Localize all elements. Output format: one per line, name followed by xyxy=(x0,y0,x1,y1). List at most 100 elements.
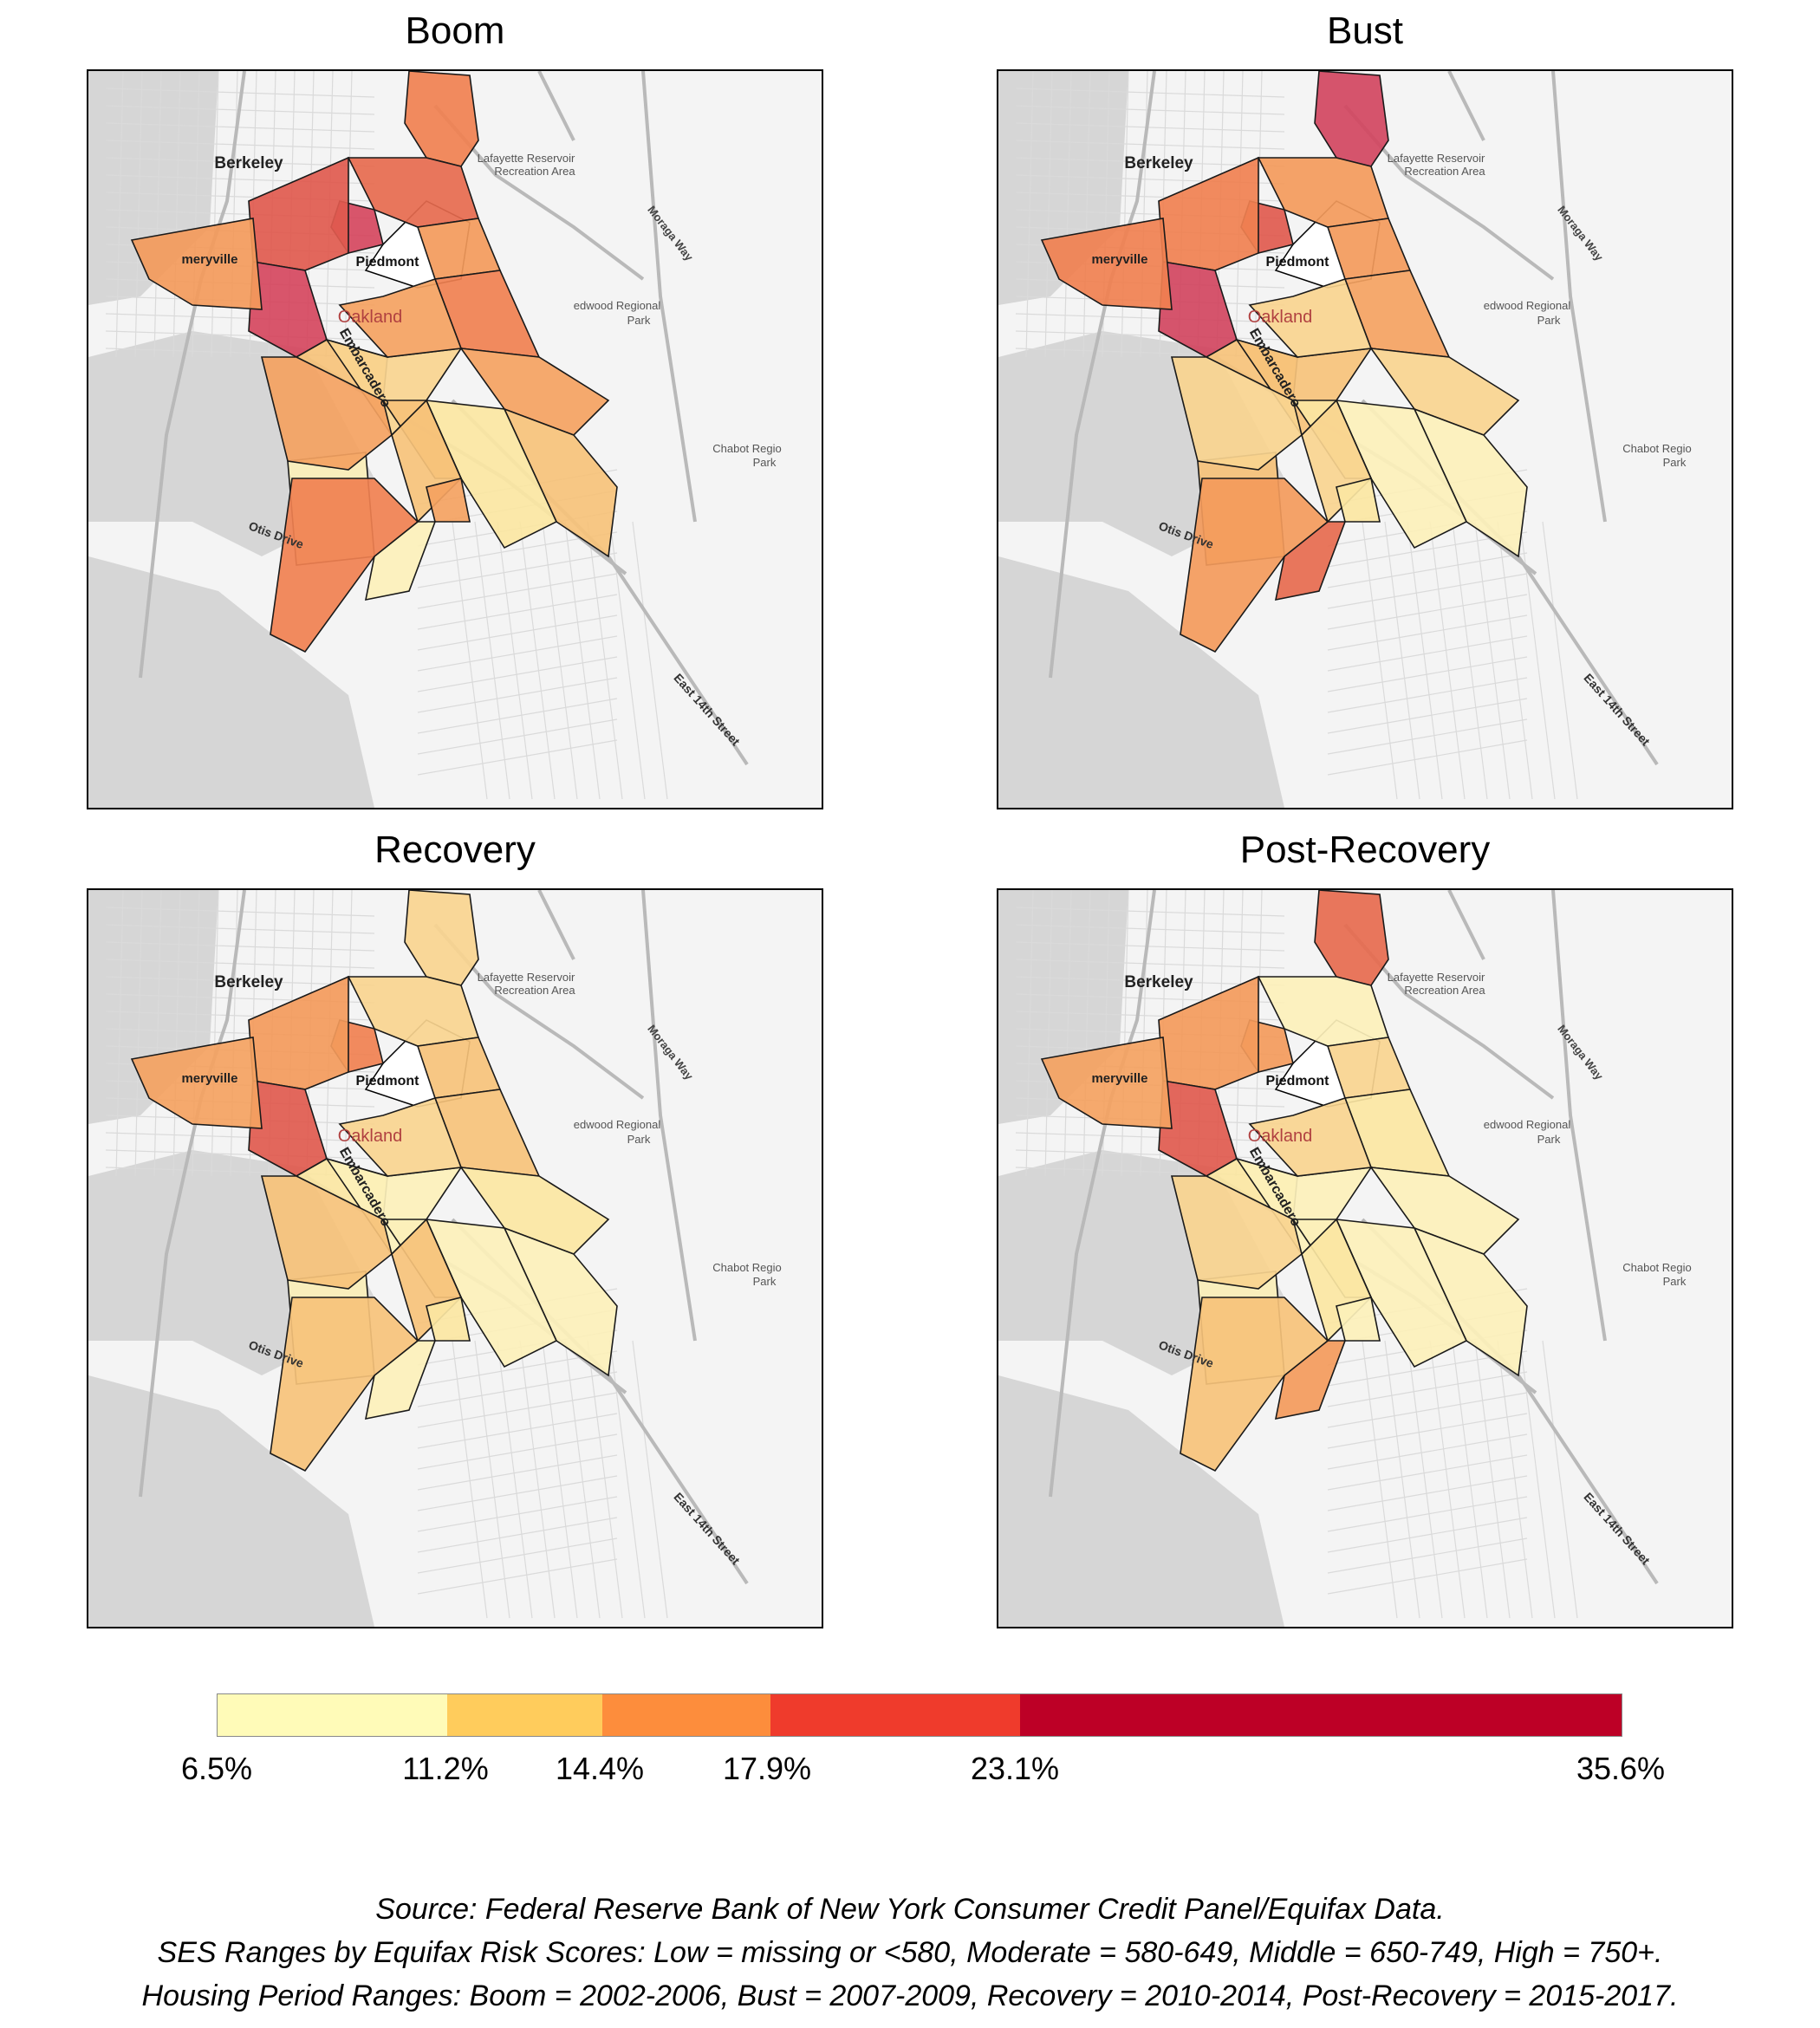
basemap-street xyxy=(1327,1454,1528,1491)
census-tract-region xyxy=(1040,1037,1173,1129)
basemap-street xyxy=(1452,521,1488,800)
basemap-street xyxy=(153,890,162,1177)
basemap-street xyxy=(1327,1392,1528,1428)
basemap-street xyxy=(1327,1413,1528,1449)
panel-title-boom: Boom xyxy=(405,10,505,52)
basemap-street xyxy=(105,140,375,150)
basemap-street xyxy=(1015,959,1285,969)
basemap-street xyxy=(417,594,618,630)
basemap-street xyxy=(587,1340,623,1619)
basemap-street xyxy=(1015,157,1285,167)
basemap-street xyxy=(1044,890,1053,1177)
map-place-label: Piedmont xyxy=(1266,255,1330,270)
basemap-street xyxy=(417,1496,618,1532)
basemap-highway xyxy=(537,890,575,960)
basemap-street xyxy=(564,521,601,800)
panel-title-bust: Bust xyxy=(1326,10,1404,52)
basemap-street xyxy=(1384,1340,1420,1619)
panel-title-post-recovery: Post-Recovery xyxy=(1239,829,1491,871)
map-place-label: meryville xyxy=(181,252,237,267)
basemap-street xyxy=(417,656,618,692)
basemap-street xyxy=(172,890,181,1177)
basemap-street xyxy=(134,71,143,358)
map-place-label: meryville xyxy=(1091,252,1147,267)
basemap-street xyxy=(105,122,375,133)
basemap-street xyxy=(1327,1496,1528,1532)
basemap-street xyxy=(1327,1433,1528,1470)
oakland-choropleth-map: Berkeley Piedmont meryville Oakland Lafayett… xyxy=(88,71,822,808)
census-tract-region xyxy=(1180,1297,1329,1472)
basemap-street xyxy=(519,1340,556,1619)
basemap-highway xyxy=(641,71,697,523)
basemap-street xyxy=(1327,1558,1528,1595)
census-tract-region xyxy=(1336,478,1381,523)
basemap-street xyxy=(1327,1371,1528,1407)
bay-water xyxy=(88,556,374,808)
basemap-street xyxy=(417,1537,618,1574)
basemap-highway xyxy=(1551,890,1607,1342)
basemap-street xyxy=(115,890,124,1177)
basemap-street xyxy=(153,71,162,358)
basemap-street xyxy=(497,1340,533,1619)
basemap-street xyxy=(1407,1340,1443,1619)
map-place-label: Lafayette Reservoir xyxy=(478,152,575,165)
census-tract-region xyxy=(459,1167,610,1255)
map-place-label: Piedmont xyxy=(1266,1074,1330,1089)
map-place-label: Park xyxy=(753,456,777,469)
basemap-street xyxy=(105,959,375,969)
basemap-street xyxy=(1327,594,1528,630)
basemap-highway xyxy=(1551,71,1607,523)
census-tract-region xyxy=(1369,1167,1520,1255)
basemap-street xyxy=(452,521,488,800)
map-place-label: Park xyxy=(1663,1275,1687,1288)
census-tract-region xyxy=(270,478,419,653)
basemap-highway xyxy=(1447,71,1485,141)
basemap-street xyxy=(1429,521,1466,800)
map-boom: Berkeley Piedmont meryville Oakland Lafayett… xyxy=(87,69,823,809)
basemap-street xyxy=(1121,890,1129,1177)
map-place-label: Lafayette Reservoir xyxy=(1388,152,1485,165)
legend-bin-2 xyxy=(447,1694,602,1736)
basemap-highway xyxy=(641,890,697,1342)
basemap-street xyxy=(1407,521,1443,800)
basemap-street xyxy=(1015,1132,1285,1142)
basemap-street xyxy=(1362,1340,1398,1619)
legend-tick: 17.9% xyxy=(722,1751,812,1786)
map-place-label: Oakland xyxy=(1248,308,1313,327)
basemap-street xyxy=(211,71,219,358)
map-place-label: Chabot Regio xyxy=(712,1261,782,1274)
map-place-label: Park xyxy=(1537,314,1561,327)
map-place-label: Berkeley xyxy=(214,154,283,172)
basemap-street xyxy=(134,890,143,1177)
basemap-street xyxy=(632,521,668,800)
basemap-street xyxy=(105,330,375,341)
basemap-street xyxy=(417,1433,618,1470)
basemap-street xyxy=(417,1413,618,1449)
basemap-street xyxy=(1497,521,1533,800)
census-tract-region xyxy=(270,1297,419,1472)
basemap-street xyxy=(1015,122,1285,133)
basemap-street xyxy=(1327,1537,1528,1574)
map-place-label: Recreation Area xyxy=(1404,165,1485,178)
oakland-choropleth-map: Berkeley Piedmont meryville Oakland Lafayett… xyxy=(998,71,1732,808)
basemap-street xyxy=(105,1149,375,1160)
map-place-label: Chabot Regio xyxy=(712,442,782,455)
map-place-label: meryville xyxy=(1091,1071,1147,1086)
basemap-street xyxy=(105,976,375,986)
basemap-street xyxy=(1015,313,1285,323)
basemap-street xyxy=(1542,1340,1578,1619)
map-place-label: Berkeley xyxy=(1124,973,1193,991)
census-tract-region xyxy=(426,478,471,523)
basemap-street xyxy=(1082,890,1091,1177)
basemap-street xyxy=(417,635,618,672)
bay-water xyxy=(998,1375,1284,1627)
census-tract-region xyxy=(260,356,393,471)
bay-water xyxy=(88,1375,374,1627)
census-tract-region xyxy=(426,1297,471,1342)
census-tract-region xyxy=(130,218,263,310)
basemap-street xyxy=(1121,71,1129,358)
map-place-label: edwood Regional xyxy=(1484,1118,1571,1131)
map-recovery: Berkeley Piedmont meryville Oakland Lafayett… xyxy=(87,888,823,1628)
basemap-street xyxy=(105,157,375,167)
basemap-street xyxy=(1025,71,1034,358)
